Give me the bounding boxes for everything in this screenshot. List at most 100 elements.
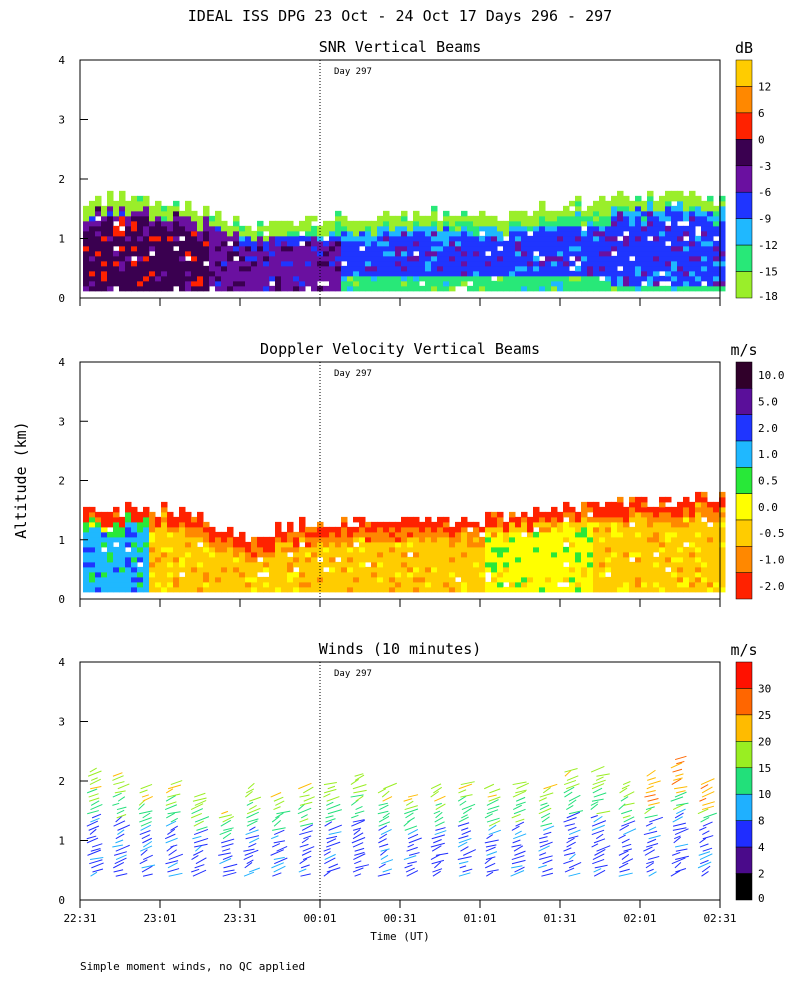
heatmap-cell (647, 275, 654, 282)
heatmap-cell (263, 536, 270, 543)
heatmap-cell (641, 561, 648, 568)
wind-barb (274, 857, 288, 865)
wind-barb (460, 794, 473, 798)
heatmap-cell (197, 561, 204, 568)
heatmap-cell (695, 240, 702, 247)
heatmap-cell (425, 260, 432, 267)
heatmap-cell (383, 581, 390, 588)
heatmap-cell (161, 270, 168, 277)
heatmap-cell (683, 210, 690, 217)
heatmap-cell (569, 566, 576, 573)
heatmap-cell (545, 235, 552, 242)
heatmap-cell (569, 576, 576, 583)
heatmap-cell (269, 586, 276, 593)
heatmap-cell (695, 536, 702, 543)
heatmap-cell (611, 270, 618, 277)
wind-barb (701, 791, 715, 798)
wind-barb (538, 845, 550, 852)
wind-barb (566, 811, 581, 819)
heatmap-cell (683, 566, 690, 573)
heatmap-cell (125, 536, 132, 543)
heatmap-cell (407, 255, 414, 262)
heatmap-cell (383, 250, 390, 257)
wind-barb (457, 795, 467, 802)
wind-barb (117, 824, 131, 831)
wind-barb (673, 777, 683, 781)
wind-barb (141, 834, 151, 840)
heatmap-cell (287, 280, 294, 287)
heatmap-cell (137, 541, 144, 548)
wind-barb (564, 768, 578, 773)
heatmap-cell (635, 250, 642, 257)
heatmap-cell (497, 586, 504, 593)
heatmap-cell (485, 541, 492, 548)
heatmap-cell (677, 541, 684, 548)
heatmap-cell (167, 270, 174, 277)
heatmap-cell (359, 240, 366, 247)
heatmap-cell (467, 541, 474, 548)
heatmap-cell (563, 230, 570, 237)
heatmap-cell (629, 280, 636, 287)
heatmap-cell (341, 285, 348, 292)
wind-barb (593, 792, 607, 798)
heatmap-cell (707, 576, 714, 583)
heatmap-cell (401, 521, 408, 528)
heatmap-cell (179, 275, 186, 282)
heatmap-cell (491, 270, 498, 277)
heatmap-cell (605, 581, 612, 588)
heatmap-cell (497, 225, 504, 232)
wind-barb (113, 820, 126, 827)
heatmap-cell (383, 220, 390, 227)
heatmap-cell (653, 561, 660, 568)
heatmap-cell (623, 561, 630, 568)
wind-barb (221, 843, 234, 848)
heatmap-cell (647, 195, 654, 202)
heatmap-cell (215, 576, 222, 583)
heatmap-cell (671, 245, 678, 252)
heatmap-cell (329, 571, 336, 578)
heatmap-cell (179, 556, 186, 563)
heatmap-cell (443, 531, 450, 538)
heatmap-cell (299, 571, 306, 578)
heatmap-cell (569, 521, 576, 528)
heatmap-cell (311, 215, 318, 222)
heatmap-cell (641, 571, 648, 578)
wind-barb (167, 811, 181, 815)
heatmap-cell (293, 265, 300, 272)
heatmap-cell (323, 230, 330, 237)
heatmap-cell (209, 551, 216, 558)
heatmap-cell (563, 280, 570, 287)
heatmap-cell (557, 571, 564, 578)
heatmap-cell (215, 531, 222, 538)
wind-barb (513, 808, 526, 815)
heatmap-cell (617, 566, 624, 573)
heatmap-cell (359, 265, 366, 272)
heatmap-cell (347, 546, 354, 553)
heatmap-cell (419, 230, 426, 237)
heatmap-cell (707, 531, 714, 538)
wind-barb (90, 777, 98, 781)
heatmap-cell (203, 536, 210, 543)
heatmap-cell (515, 516, 522, 523)
wind-barb (698, 851, 711, 856)
heatmap-cell (365, 220, 372, 227)
heatmap-cell (155, 250, 162, 257)
wind-barb (512, 790, 527, 798)
heatmap-cell (377, 566, 384, 573)
heatmap-cell (173, 521, 180, 528)
heatmap-cell (329, 235, 336, 242)
heatmap-cell (695, 506, 702, 513)
heatmap-cell (95, 255, 102, 262)
heatmap-cell (671, 250, 678, 257)
wind-barb (670, 870, 681, 877)
heatmap-cell (695, 541, 702, 548)
wind-barb (674, 828, 689, 836)
heatmap-cell (473, 581, 480, 588)
heatmap-cell (395, 566, 402, 573)
heatmap-cell (653, 220, 660, 227)
wind-barb (675, 848, 688, 852)
heatmap-cell (467, 576, 474, 583)
heatmap-cell (563, 210, 570, 217)
heatmap-cell (521, 240, 528, 247)
wind-barb (623, 816, 635, 823)
